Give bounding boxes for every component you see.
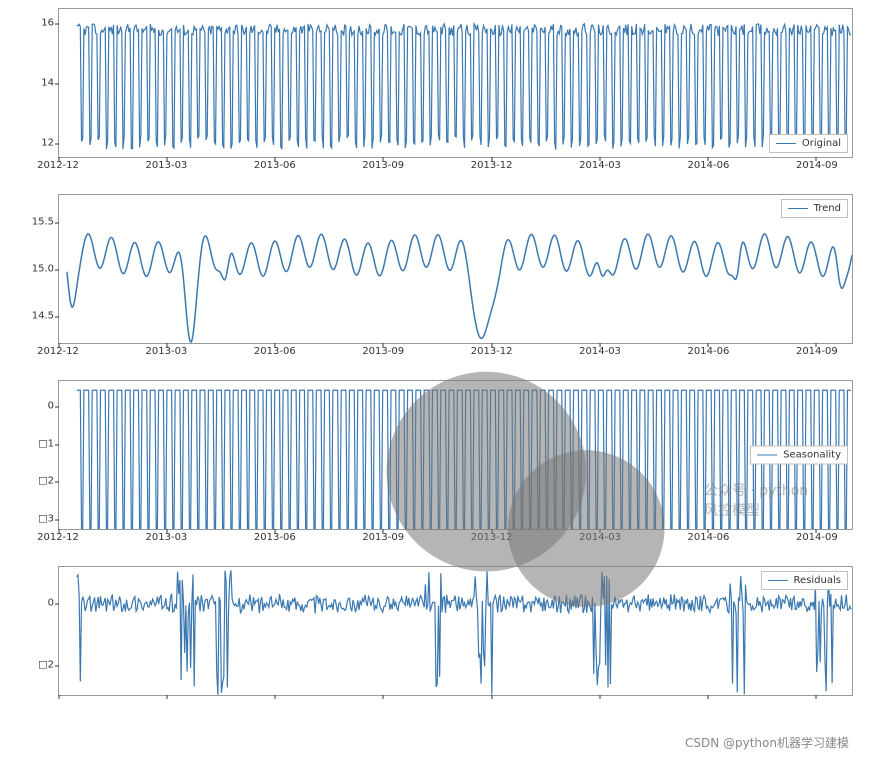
- watermark: 公众号 · python风控模型: [358, 329, 822, 671]
- xtick-label: 2014-06: [688, 160, 730, 171]
- y-axis-original: 12 14 16: [8, 8, 58, 176]
- ytick-label: □1: [38, 438, 54, 449]
- xtick-label: 2013-06: [254, 532, 296, 543]
- watermark-text: 公众号 · python风控模型: [704, 480, 822, 520]
- xtick-label: 2014-03: [579, 160, 621, 171]
- legend-label: Trend: [814, 203, 841, 214]
- attribution-text: CSDN @python机器学习建模: [8, 714, 861, 755]
- ytick-label: □2: [38, 476, 54, 487]
- legend-line-sample: [776, 143, 796, 145]
- legend-line-sample: [788, 208, 808, 210]
- ytick-label: 15.5: [32, 217, 54, 228]
- ytick-label: 15.0: [32, 264, 54, 275]
- ytick-label: 12: [41, 138, 54, 149]
- xtick-label: 2013-09: [362, 160, 404, 171]
- xtick-label: 2013-03: [146, 346, 188, 357]
- xtick-label: 2012-12: [37, 532, 79, 543]
- ytick-label: 0: [48, 401, 54, 412]
- line-trend: [59, 195, 852, 343]
- subplot-residuals: 0 □2 Residuals公众号 · python风控模型: [8, 566, 861, 696]
- plot-area-residuals: Residuals公众号 · python风控模型: [58, 566, 853, 696]
- plot-area-trend: Trend: [58, 194, 853, 344]
- xtick-label: 2013-06: [254, 160, 296, 171]
- y-axis-trend: 14.5 15.0 15.5: [8, 194, 58, 362]
- ytick-label: 14: [41, 78, 54, 89]
- legend-label: Original: [802, 138, 841, 149]
- ytick-label: □3: [38, 513, 54, 524]
- xtick-label: 2014-09: [796, 160, 838, 171]
- wechat-icon: [358, 329, 700, 671]
- xtick-label: 2013-12: [471, 160, 513, 171]
- ytick-label: 0: [48, 598, 54, 609]
- plot-area-original: Original: [58, 8, 853, 158]
- xtick-label: 2012-12: [37, 346, 79, 357]
- subplot-original: 12 14 16 Original 2012-12 2013-03 2013-06 2013-…: [8, 8, 861, 176]
- xtick-label: 2012-12: [37, 160, 79, 171]
- y-axis-residuals: 0 □2: [8, 566, 58, 696]
- y-axis-seasonality: 0 □1 □2 □3: [8, 380, 58, 548]
- ytick-label: 16: [41, 18, 54, 29]
- line-original: [59, 9, 852, 157]
- xtick-label: 2013-03: [146, 160, 188, 171]
- ytick-label: □2: [38, 660, 54, 671]
- x-axis-original: 2012-122013-032013-062013-092013-122014-…: [58, 158, 853, 176]
- ytick-label: 14.5: [32, 310, 54, 321]
- xtick-label: 2013-03: [146, 532, 188, 543]
- legend-trend: Trend: [781, 199, 848, 218]
- xtick-label: 2013-06: [254, 346, 296, 357]
- legend-original: Original: [769, 134, 848, 153]
